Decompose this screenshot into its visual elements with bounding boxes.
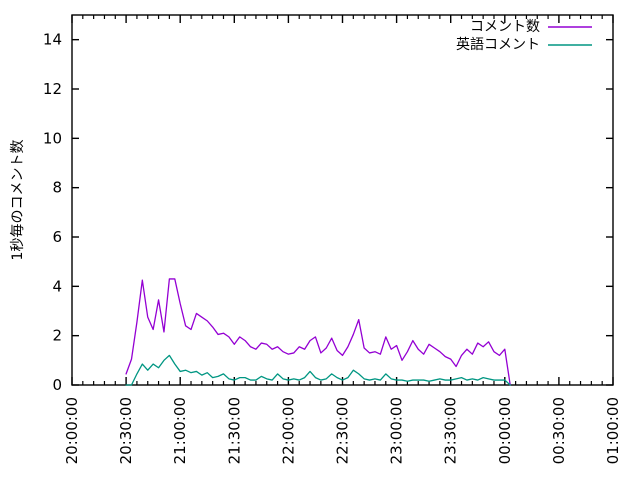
x-tick-label: 00:30:00 [550,397,568,464]
y-tick-label: 8 [52,179,62,197]
x-tick-label: 21:30:00 [225,397,243,464]
y-axis-title: 1秒毎のコメント数 [10,140,26,261]
series-line [125,278,511,386]
y-tick-label: 2 [52,327,62,345]
x-tick-label: 21:00:00 [171,397,189,464]
legend-label: 英語コメント [456,36,540,53]
y-axis-ticks [72,38,613,386]
x-axis-ticks [71,15,614,385]
series-line [125,354,511,386]
legend-label: コメント数 [470,19,540,35]
x-tick-label: 01:00:00 [604,397,622,464]
y-tick-label: 6 [52,228,62,246]
y-tick-label: 10 [43,129,62,147]
x-tick-label: 23:00:00 [388,397,406,464]
x-tick-label: 20:00:00 [63,397,81,464]
x-tick-label: 22:30:00 [334,397,352,464]
x-tick-label: 20:30:00 [117,397,135,464]
x-tick-label: 23:30:00 [442,397,460,464]
x-tick-label: 22:00:00 [279,397,297,464]
series-lines [125,278,511,386]
y-tick-label: 14 [43,31,62,49]
y-tick-label: 0 [52,376,62,394]
y-axis-title-text: 1秒毎のコメント数 [10,140,26,261]
y-tick-label: 4 [52,277,62,295]
y-tick-label: 12 [43,80,62,98]
x-tick-label: 00:00:00 [496,397,514,464]
y-axis-tick-labels: 0 2 4 6 8 10 12 14 [43,31,62,394]
x-axis-tick-labels: 20:00:00 20:30:00 21:00:00 21:30:00 22:00:00… [63,397,622,464]
